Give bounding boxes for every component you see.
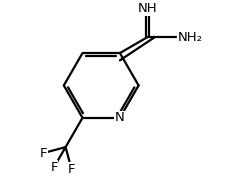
- Text: NH: NH: [138, 2, 158, 15]
- Text: N: N: [115, 111, 125, 124]
- Text: F: F: [40, 147, 47, 160]
- Text: F: F: [68, 163, 75, 176]
- Text: NH₂: NH₂: [178, 31, 203, 44]
- Text: F: F: [50, 161, 58, 174]
